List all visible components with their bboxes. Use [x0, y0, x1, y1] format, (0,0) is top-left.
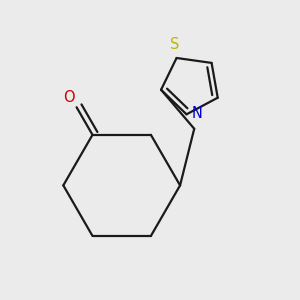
Text: S: S [170, 37, 179, 52]
Text: O: O [63, 91, 75, 106]
Text: N: N [191, 106, 202, 121]
